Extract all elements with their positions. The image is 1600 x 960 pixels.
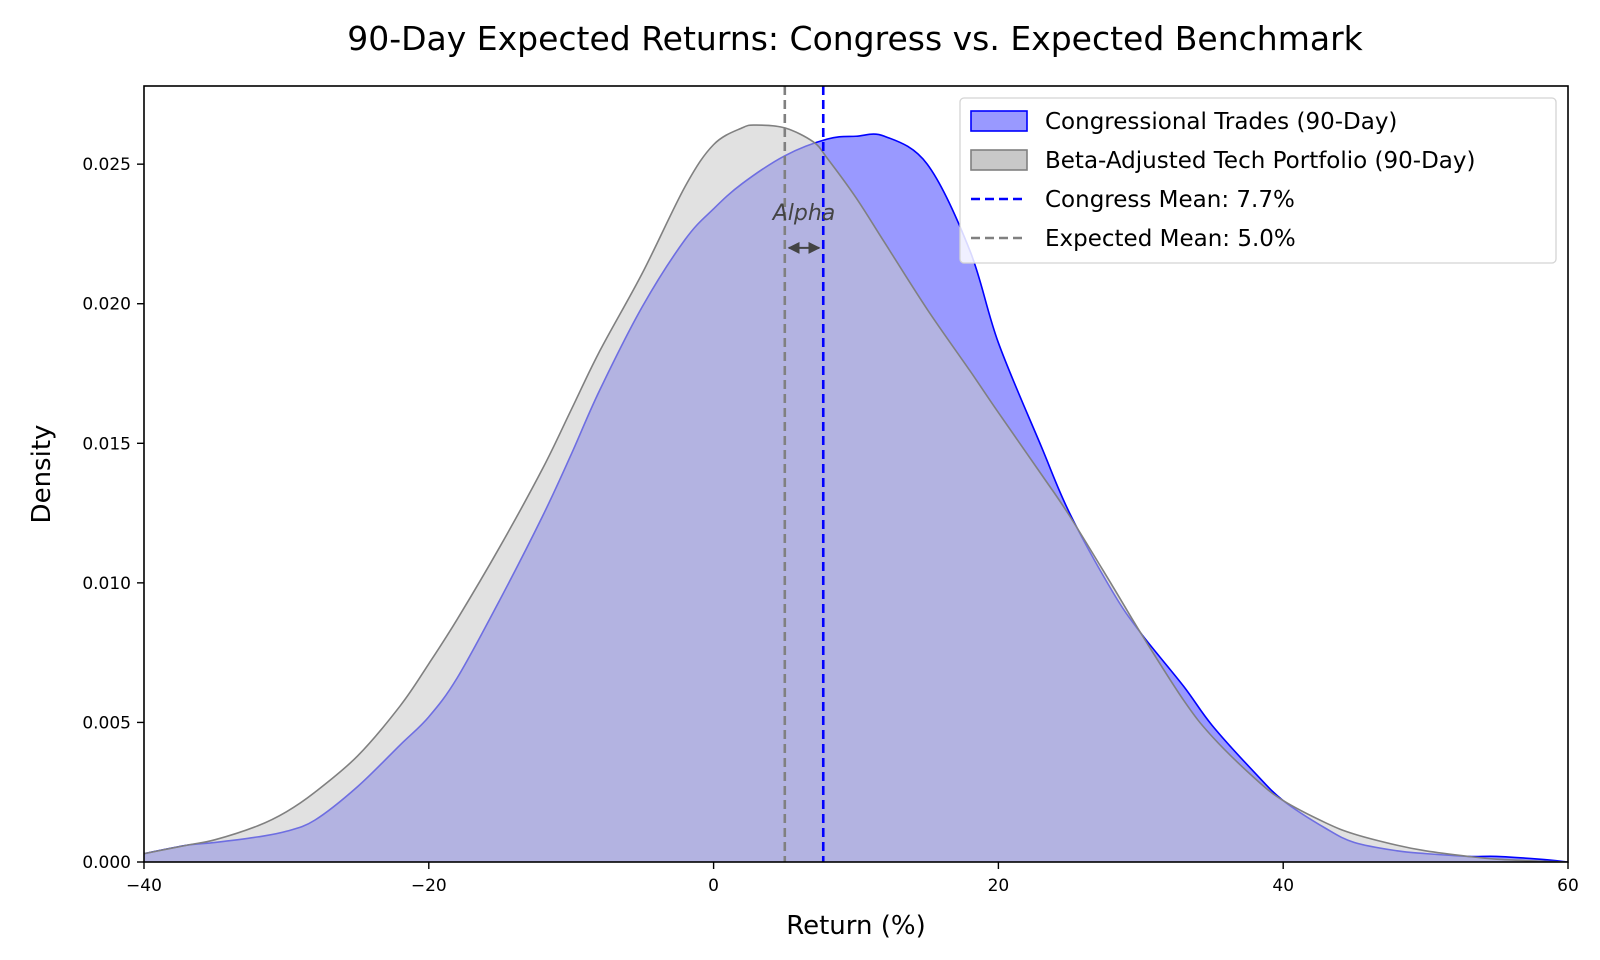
series-layer bbox=[144, 124, 1568, 862]
legend-label: Expected Mean: 5.0% bbox=[1045, 226, 1296, 252]
x-tick-label: 20 bbox=[988, 876, 1010, 896]
density-fill-beta-adjusted-tech-portfolio-90-day bbox=[144, 125, 1568, 862]
annotation-layer: Alpha bbox=[771, 201, 836, 254]
x-tick-label: 0 bbox=[708, 876, 719, 896]
x-tick-label: 40 bbox=[1272, 876, 1294, 896]
plot-frame bbox=[143, 85, 1569, 863]
legend-box bbox=[959, 97, 1557, 264]
x-axis: −40 −20 0 20 40 60 bbox=[126, 862, 1579, 896]
y-tick-label: 0.005 bbox=[82, 713, 131, 733]
y-tick-label: 0.010 bbox=[82, 574, 131, 594]
annotation-text: Alpha bbox=[771, 201, 836, 226]
legend-swatch bbox=[970, 149, 1028, 171]
y-tick-label: 0.000 bbox=[82, 853, 131, 873]
legend-swatch bbox=[970, 110, 1028, 132]
x-tick-label: 60 bbox=[1557, 876, 1579, 896]
y-axis-title: Density bbox=[27, 425, 57, 524]
x-tick-label: −40 bbox=[126, 876, 162, 896]
legend-label: Beta-Adjusted Tech Portfolio (90-Day) bbox=[1045, 148, 1475, 174]
chart-title: 90-Day Expected Returns: Congress vs. Ex… bbox=[347, 19, 1363, 58]
x-tick-label: −20 bbox=[411, 876, 447, 896]
legend-label: Congress Mean: 7.7% bbox=[1045, 187, 1295, 213]
y-axis: 0.000 0.005 0.010 0.015 0.020 0.025 bbox=[82, 155, 144, 873]
y-tick-label: 0.025 bbox=[82, 155, 131, 175]
y-tick-label: 0.015 bbox=[82, 434, 131, 454]
x-axis-title: Return (%) bbox=[786, 911, 926, 941]
legend-label: Congressional Trades (90-Day) bbox=[1045, 109, 1397, 135]
mean-lines bbox=[783, 86, 825, 862]
density-line-beta-adjusted-tech-portfolio-90-day bbox=[144, 124, 1568, 862]
y-tick-label: 0.020 bbox=[82, 295, 131, 315]
legend: Congressional Trades (90-Day) Beta-Adjust… bbox=[959, 97, 1557, 264]
